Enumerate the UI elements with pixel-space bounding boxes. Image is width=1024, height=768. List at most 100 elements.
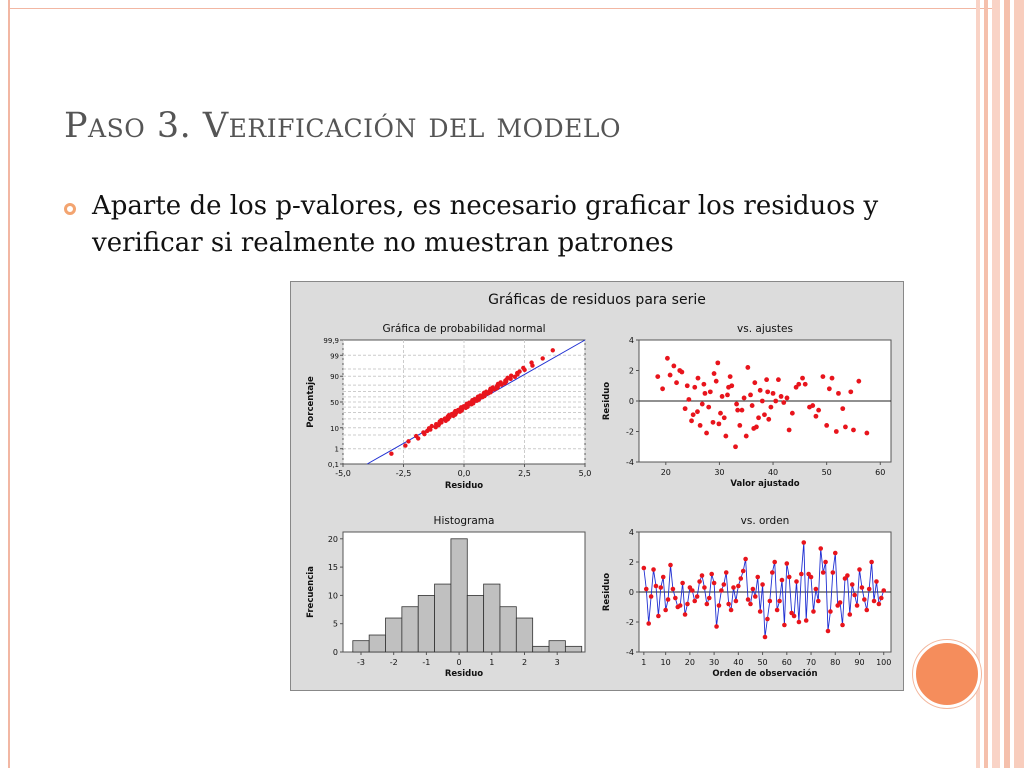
x-axis-label: Orden de observación bbox=[712, 668, 817, 679]
data-point bbox=[818, 546, 824, 551]
data-point bbox=[770, 390, 776, 396]
data-point bbox=[857, 567, 862, 572]
data-point bbox=[813, 586, 819, 592]
data-point bbox=[663, 607, 668, 613]
y-tick-label: 0 bbox=[333, 648, 338, 657]
histogram-bar bbox=[417, 594, 435, 653]
data-point bbox=[692, 598, 698, 604]
data-point bbox=[716, 421, 722, 427]
data-point bbox=[733, 598, 739, 604]
data-point bbox=[498, 380, 503, 385]
data-point bbox=[734, 401, 739, 407]
data-point bbox=[760, 582, 765, 587]
x-tick-label: -5,0 bbox=[335, 469, 351, 478]
data-point bbox=[743, 433, 749, 439]
data-point bbox=[684, 383, 690, 389]
histogram-bar bbox=[499, 606, 517, 653]
y-tick-label: 90 bbox=[330, 373, 339, 381]
data-point bbox=[791, 613, 797, 619]
y-tick-label: 99 bbox=[330, 352, 339, 360]
data-point bbox=[871, 598, 877, 604]
x-tick-label: 70 bbox=[806, 658, 816, 667]
x-tick-label: 10 bbox=[661, 658, 671, 667]
data-point bbox=[726, 384, 731, 390]
y-axis-label: Porcentaje bbox=[306, 376, 316, 428]
histogram-bar bbox=[548, 640, 566, 653]
data-point bbox=[750, 586, 756, 592]
y-tick-label: -2 bbox=[626, 618, 634, 627]
data-point bbox=[810, 403, 816, 408]
slide-title: Paso 3. Verificación del modelo bbox=[64, 106, 622, 146]
data-point bbox=[743, 556, 748, 562]
data-point bbox=[765, 616, 770, 622]
data-point bbox=[774, 607, 780, 613]
histogram-bar bbox=[434, 583, 452, 653]
data-point bbox=[820, 570, 826, 575]
histogram-bar bbox=[401, 606, 419, 653]
data-point bbox=[653, 583, 659, 589]
histogram-bar bbox=[352, 640, 370, 653]
y-tick-label: 20 bbox=[328, 535, 338, 544]
data-point bbox=[439, 417, 444, 423]
data-point bbox=[799, 571, 804, 577]
data-point bbox=[529, 360, 534, 365]
data-point bbox=[849, 582, 855, 587]
y-tick-label: 10 bbox=[330, 425, 339, 433]
data-point bbox=[643, 586, 649, 592]
data-point bbox=[832, 550, 838, 556]
data-point bbox=[680, 580, 685, 586]
y-tick-label: 4 bbox=[629, 336, 634, 345]
data-point bbox=[769, 570, 775, 575]
data-point bbox=[665, 355, 670, 361]
data-point bbox=[784, 395, 790, 401]
x-tick-label: 30 bbox=[714, 468, 724, 477]
data-point bbox=[655, 374, 661, 379]
data-point bbox=[694, 594, 700, 599]
data-point bbox=[816, 598, 821, 604]
data-point bbox=[670, 586, 676, 592]
y-axis-label: Frecuencia bbox=[306, 566, 316, 618]
data-point bbox=[709, 571, 714, 577]
data-point bbox=[736, 583, 741, 589]
decorative-stripe bbox=[984, 0, 988, 768]
data-point bbox=[786, 427, 792, 433]
data-point bbox=[414, 433, 419, 439]
data-point bbox=[699, 573, 705, 578]
decorative-stripe bbox=[976, 0, 980, 768]
y-tick-label: -2 bbox=[626, 428, 634, 437]
y-tick-label: 99,9 bbox=[323, 337, 339, 345]
data-point bbox=[825, 628, 831, 634]
data-point bbox=[881, 588, 887, 593]
data-point bbox=[843, 424, 848, 430]
data-point bbox=[753, 594, 758, 599]
data-point bbox=[757, 609, 763, 614]
data-point bbox=[824, 423, 830, 428]
data-point bbox=[796, 619, 802, 625]
data-point bbox=[716, 603, 722, 608]
data-point bbox=[773, 398, 779, 404]
data-point bbox=[713, 378, 719, 384]
x-tick-label: 50 bbox=[822, 468, 832, 477]
x-tick-label: 2,5 bbox=[518, 469, 531, 478]
data-point bbox=[540, 356, 545, 361]
data-point bbox=[723, 570, 729, 575]
histogram-bar bbox=[532, 645, 550, 653]
data-point bbox=[874, 579, 879, 584]
data-point bbox=[706, 595, 712, 601]
data-point bbox=[837, 600, 843, 605]
data-point bbox=[748, 601, 753, 607]
data-point bbox=[745, 597, 751, 602]
x-tick-label: 30 bbox=[709, 658, 719, 667]
data-point bbox=[748, 392, 753, 398]
x-tick-label: 3 bbox=[555, 658, 560, 667]
y-tick-label: 50 bbox=[330, 399, 339, 407]
data-point bbox=[721, 415, 727, 421]
data-point bbox=[796, 381, 802, 387]
data-point bbox=[685, 601, 690, 607]
data-point bbox=[701, 381, 707, 387]
data-point bbox=[830, 570, 836, 575]
y-axis-label: Residuo bbox=[602, 382, 612, 420]
data-point bbox=[702, 585, 707, 590]
data-point bbox=[782, 622, 787, 628]
data-point bbox=[764, 377, 770, 383]
